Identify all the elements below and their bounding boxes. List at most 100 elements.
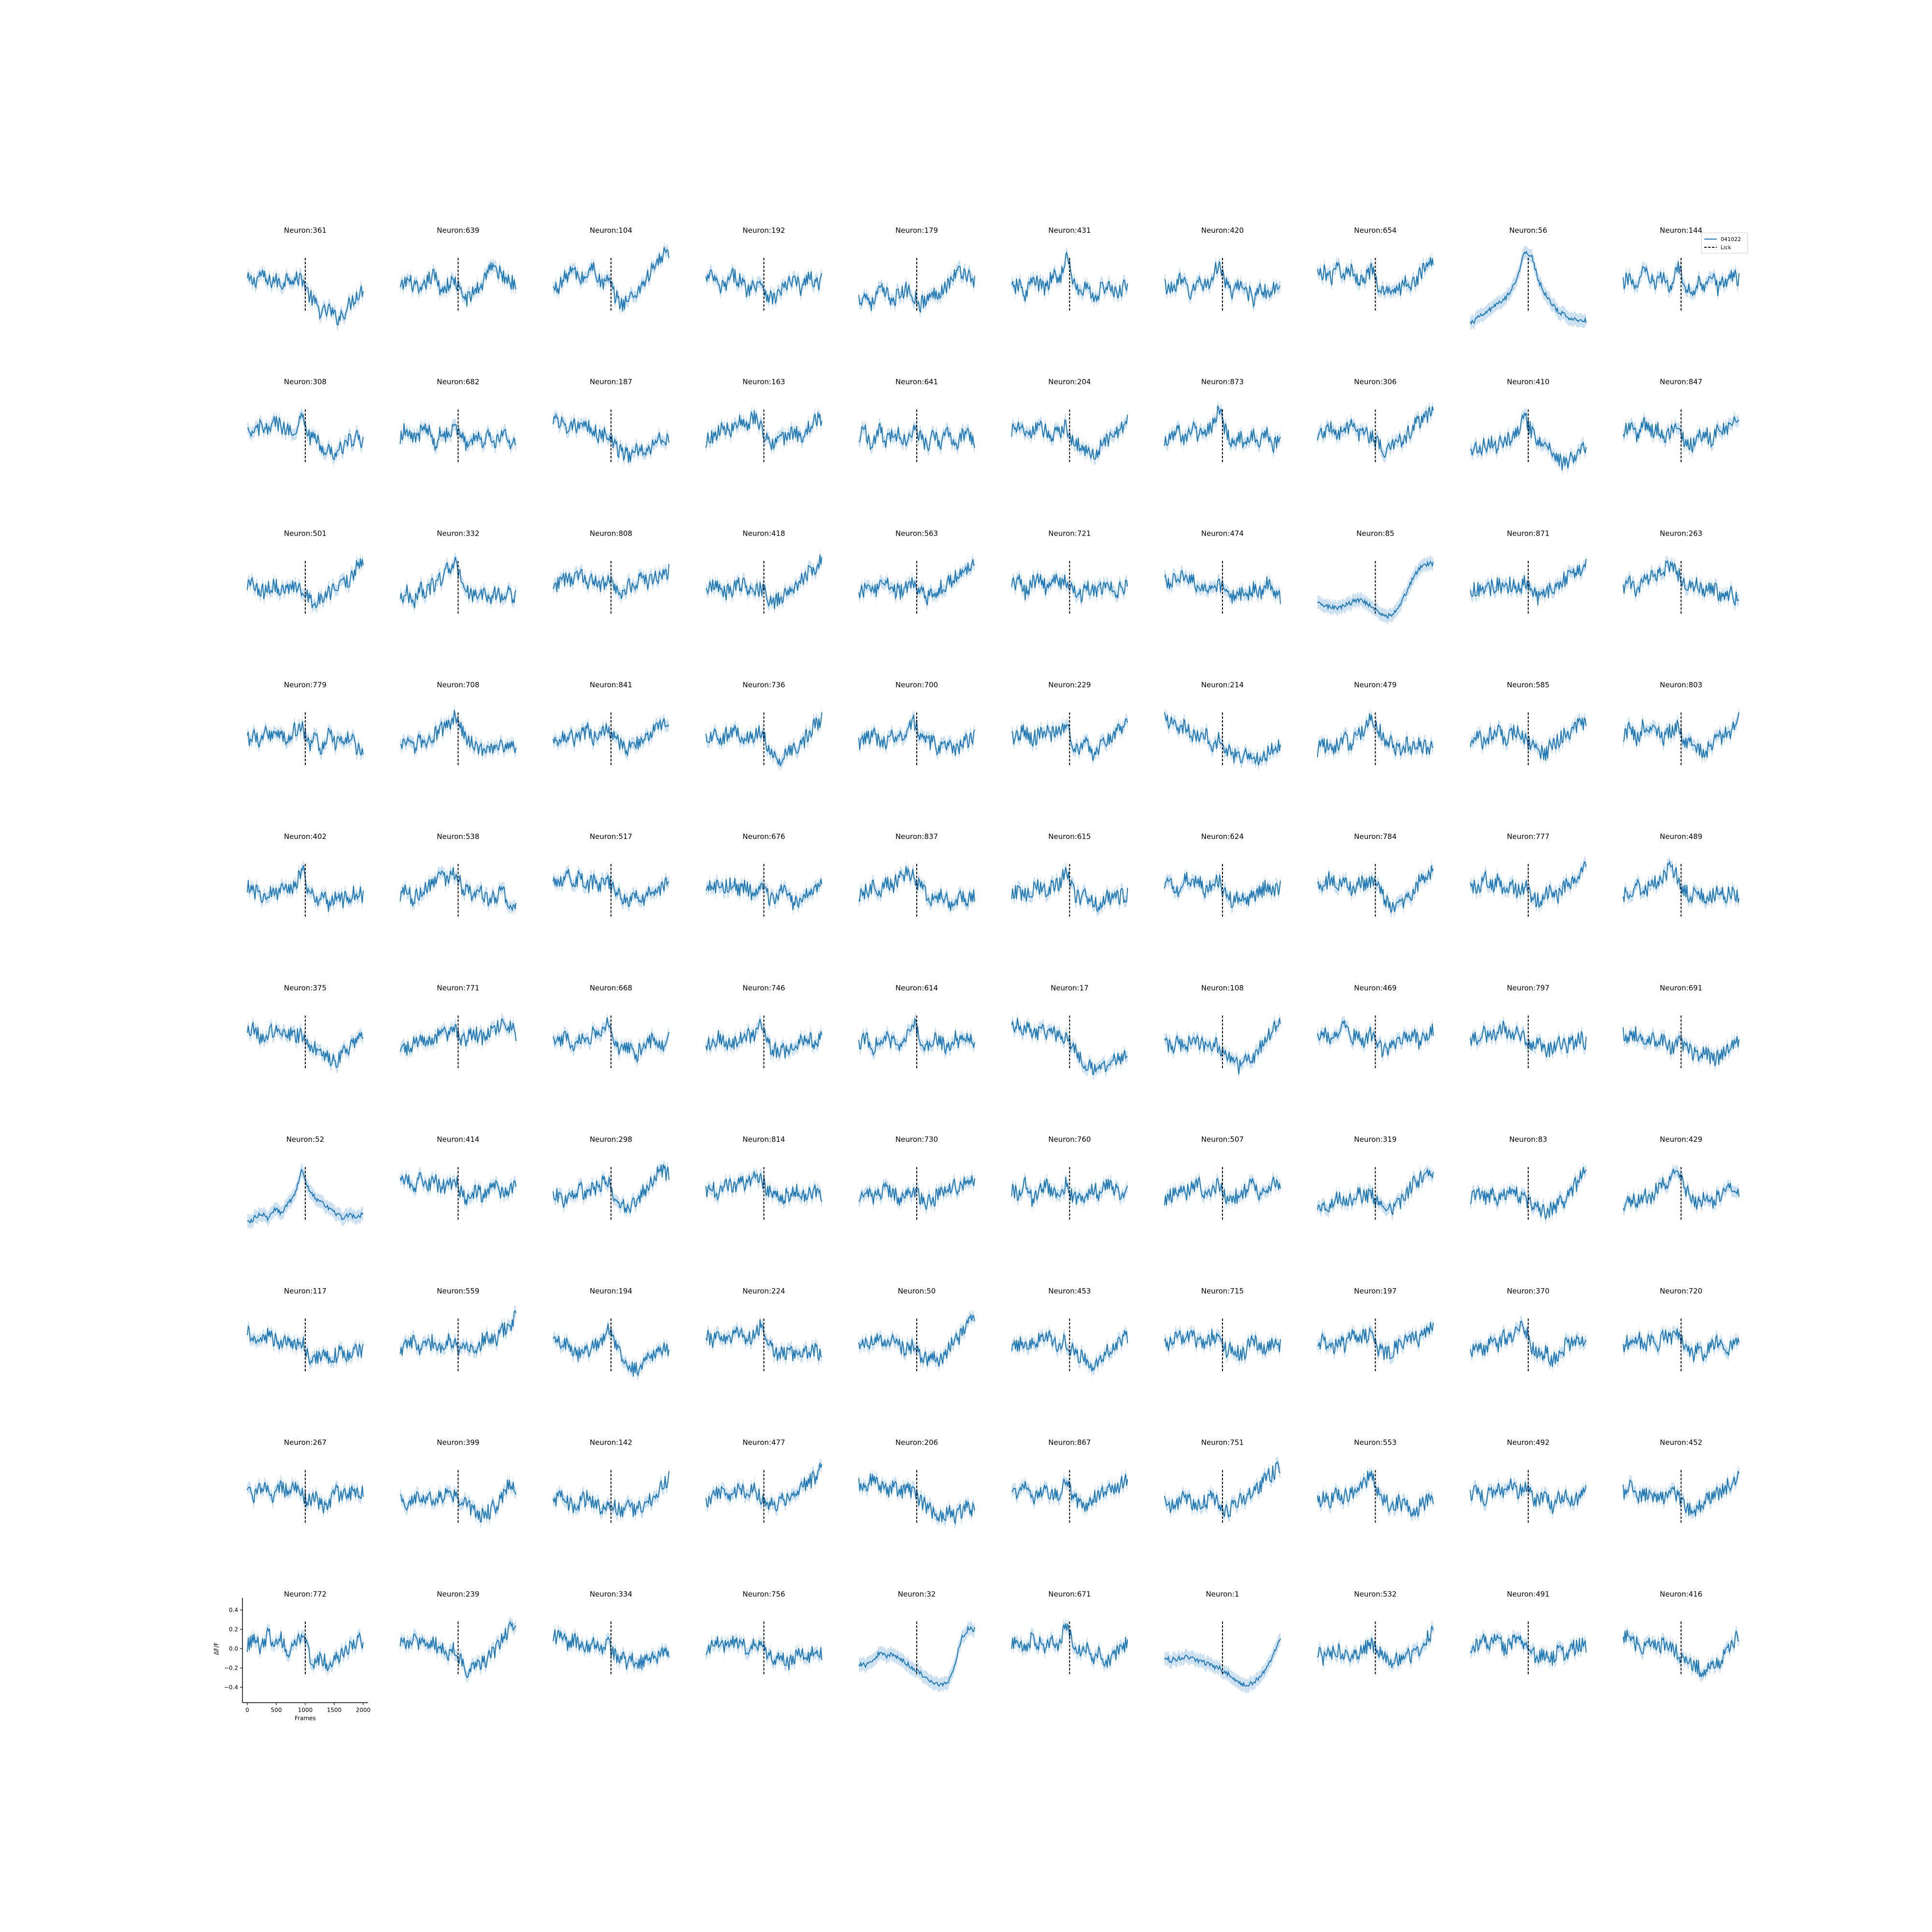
panel-title: Neuron:267 (284, 1438, 327, 1447)
error-band (1165, 1632, 1280, 1693)
panel-title: Neuron:163 (742, 378, 785, 386)
panel-title: Neuron:585 (1507, 681, 1549, 689)
panel-title: Neuron:429 (1660, 1135, 1702, 1144)
panel-title: Neuron:420 (1201, 226, 1244, 235)
neuron-panel: Neuron:501 (247, 529, 364, 615)
panel-title: Neuron:641 (895, 378, 938, 386)
neuron-panel: Neuron:585 (1470, 681, 1587, 767)
neuron-panel: Neuron:83 (1470, 1135, 1587, 1225)
panel-title: Neuron:639 (437, 226, 479, 235)
panel-title: Neuron:263 (1660, 529, 1702, 538)
error-band (1317, 251, 1434, 301)
trace-line (1622, 1630, 1739, 1678)
error-band (706, 1013, 822, 1065)
panel-title: Neuron:410 (1507, 378, 1549, 386)
error-band (706, 1165, 822, 1210)
error-band (400, 1013, 516, 1062)
panel-title: Neuron:814 (742, 1135, 785, 1144)
neuron-panel: Neuron:700 (858, 681, 975, 767)
neuron-panel: Neuron:808 (553, 529, 669, 615)
panel-title: Neuron:837 (895, 832, 938, 841)
neuron-panel: Neuron:691 (1622, 984, 1740, 1072)
error-band (400, 861, 516, 916)
panel-title: Neuron:187 (590, 378, 632, 386)
panel-title: Neuron:332 (437, 529, 479, 538)
trace-line (1011, 718, 1128, 761)
neuron-panel: Neuron:641 (858, 378, 975, 464)
panel-title: Neuron:760 (1048, 1135, 1091, 1144)
panel-title: Neuron:361 (284, 226, 327, 235)
x-tick-label: 2000 (356, 1706, 371, 1713)
neuron-panel: Neuron:50 (858, 1287, 975, 1373)
neuron-panel: Neuron:479 (1317, 681, 1434, 767)
panel-title: Neuron:469 (1354, 984, 1396, 993)
neuron-panel: Neuron:370 (1470, 1287, 1587, 1373)
error-band (1623, 255, 1739, 302)
neuron-panel: Neuron:263 (1622, 529, 1739, 615)
neuron-panel: Neuron:492 (1470, 1438, 1587, 1524)
panel-title: Neuron:418 (742, 529, 785, 538)
error-band (247, 553, 363, 614)
legend-box (1701, 232, 1748, 254)
neuron-panel: Neuron:52 (247, 1135, 364, 1230)
neuron-panel: Neuron:760 (1011, 1135, 1128, 1222)
y-axis-label: ΔF/F (213, 1642, 220, 1655)
neuron-panel: Neuron:332 (399, 529, 517, 615)
panel-title: Neuron:239 (437, 1590, 479, 1598)
panel-title: Neuron:730 (895, 1135, 938, 1144)
panel-title: Neuron:720 (1660, 1287, 1702, 1295)
error-band (247, 264, 363, 331)
error-band (1623, 706, 1739, 764)
x-tick-label: 1000 (298, 1706, 313, 1713)
error-band (1165, 706, 1280, 771)
panel-title: Neuron:197 (1354, 1287, 1396, 1295)
panel-title: Neuron:779 (284, 681, 327, 689)
neuron-panel: Neuron:771 (399, 984, 517, 1070)
panel-title: Neuron:797 (1507, 984, 1549, 993)
neuron-panel: Neuron:873 (1164, 378, 1281, 464)
error-band (553, 1011, 669, 1067)
neuron-panel: Neuron:559 (399, 1287, 517, 1373)
error-band (553, 1465, 669, 1523)
y-tick-label: 0.4 (229, 1606, 238, 1613)
trace-line (1622, 559, 1739, 607)
neuron-panel: Neuron:431 (1011, 226, 1128, 312)
neuron-panel: Neuron:56 (1470, 226, 1587, 330)
trace-line (553, 247, 669, 312)
y-tick-label: 0.2 (229, 1626, 238, 1633)
panel-title: Neuron:224 (742, 1287, 785, 1295)
panel-title: Neuron:559 (437, 1287, 479, 1295)
panel-title: Neuron:507 (1201, 1135, 1244, 1144)
panel-title: Neuron:771 (437, 984, 479, 993)
panel-title: Neuron:654 (1354, 226, 1396, 235)
panel-title: Neuron:615 (1048, 832, 1091, 841)
x-tick-label: 1500 (327, 1706, 342, 1713)
panel-title: Neuron:808 (590, 529, 632, 538)
panel-title: Neuron:538 (437, 832, 479, 841)
panel-title: Neuron:532 (1354, 1590, 1396, 1598)
panel-title: Neuron:104 (590, 226, 632, 235)
panel-title: Neuron:871 (1507, 529, 1549, 538)
panel-title: Neuron:416 (1660, 1590, 1702, 1598)
neuron-panel: Neuron:402 (247, 832, 364, 918)
trace-line (705, 268, 823, 305)
panel-title: Neuron:56 (1509, 226, 1548, 235)
error-band (1623, 856, 1739, 910)
trace-line (1622, 1026, 1740, 1066)
neuron-panel: Neuron:871 (1470, 529, 1587, 615)
neuron-panel: Neuron:399 (399, 1438, 517, 1528)
neuron-panel: Neuron:779 (247, 681, 364, 767)
trace-line (705, 1635, 823, 1671)
panel-title: Neuron:736 (742, 681, 785, 689)
neuron-panel: Neuron:615 (1011, 832, 1128, 918)
panel-title: Neuron:671 (1048, 1590, 1091, 1598)
neuron-panel: Neuron:224 (705, 1287, 823, 1373)
error-band (859, 417, 975, 456)
neuron-panel: Neuron:756 (705, 1590, 823, 1676)
panel-title: Neuron:319 (1354, 1135, 1396, 1144)
trace-line (858, 713, 975, 756)
neuron-panel: Neuron:682 (399, 378, 516, 464)
trace-line (399, 867, 517, 912)
neuron-panel: Neuron:142 (553, 1438, 669, 1524)
neuron-panel: Neuron:239 (399, 1590, 517, 1683)
